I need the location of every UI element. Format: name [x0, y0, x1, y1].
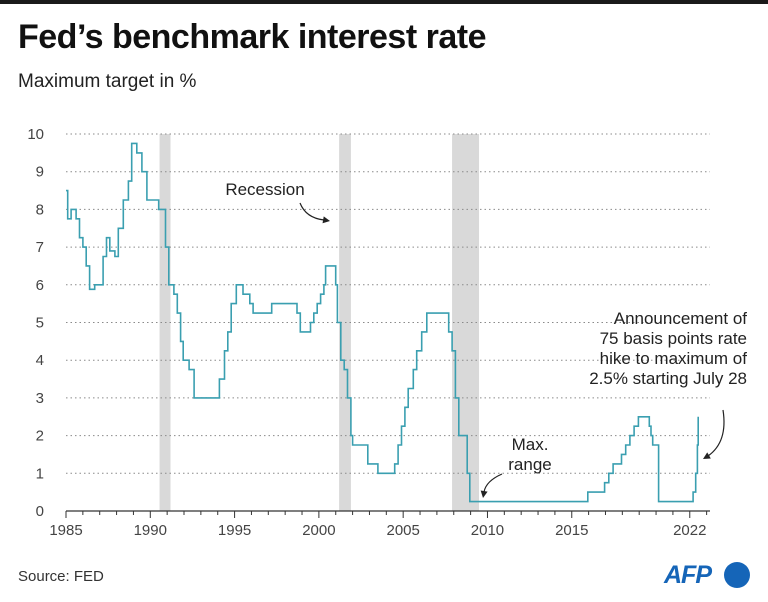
x-tick-label-2005: 2005: [386, 522, 419, 539]
y-tick-label-0: 0: [36, 503, 44, 520]
afp-logo: AFP: [664, 561, 754, 589]
annotation-july-hike-line-3: hike to maximum of: [600, 349, 748, 368]
y-tick-label-10: 10: [27, 126, 44, 143]
y-tick-label-8: 8: [36, 201, 44, 218]
x-tick-label-2015: 2015: [555, 522, 588, 539]
x-tick-label-1990: 1990: [134, 522, 167, 539]
x-tick-label-1995: 1995: [218, 522, 251, 539]
interest-rate-chart: 0 1 2 3 4 5 6 7 8 9 10 1985 1990 1995 2000 2005 2010 201…: [27, 126, 747, 539]
y-tick-label-9: 9: [36, 164, 44, 181]
y-tick-label-4: 4: [36, 352, 44, 369]
x-axis: 1985 1990 1995 2000 2005 2010 2015 2022: [49, 510, 710, 539]
gridlines: [66, 133, 710, 474]
x-tick-label-2010: 2010: [471, 522, 504, 539]
y-tick-label-3: 3: [36, 390, 44, 407]
annotation-recession-arrow: [299, 202, 325, 221]
annotation-july-hike-line-1: Announcement of: [614, 309, 748, 328]
y-tick-labels: 0 1 2 3 4 5 6 7 8 9 10: [27, 126, 44, 520]
chart-subtitle: Maximum target in %: [18, 71, 197, 92]
y-tick-label-1: 1: [36, 465, 44, 482]
chart-title: Fed’s benchmark interest rate: [18, 18, 486, 56]
source-note: Source: FED: [18, 568, 104, 585]
annotation-july-hike-arrow: [707, 409, 725, 457]
afp-logo-dot-icon: [724, 562, 750, 588]
rate-line-1: [66, 142, 699, 503]
y-tick-label-6: 6: [36, 277, 44, 294]
annotation-recession-line-1: Recession: [225, 180, 304, 199]
annotation-july-hike-line-2: 75 basis points rate: [600, 329, 747, 348]
afp-logo-text: AFP: [664, 561, 712, 589]
annotation-july-hike-line-4: 2.5% starting July 28: [589, 369, 747, 388]
y-tick-label-7: 7: [36, 239, 44, 256]
annotation-max-range-line-2: range: [508, 455, 551, 474]
y-tick-label-5: 5: [36, 315, 44, 332]
annotation-july-hike-arrowhead: [703, 452, 711, 459]
top-rule: [0, 0, 768, 4]
annotation-recession-arrowhead: [322, 216, 330, 224]
annotation-max-range-line-1: Max.: [512, 435, 549, 454]
x-tick-label-2022: 2022: [673, 522, 706, 539]
y-tick-label-2: 2: [36, 428, 44, 445]
annotation-max-range-arrow: [483, 473, 503, 493]
x-tick-label-2000: 2000: [302, 522, 335, 539]
x-tick-label-1985: 1985: [49, 522, 82, 539]
series-lines: [66, 142, 699, 503]
recession-band-3: [452, 134, 480, 511]
annotation-max-range-arrowhead: [480, 490, 488, 498]
